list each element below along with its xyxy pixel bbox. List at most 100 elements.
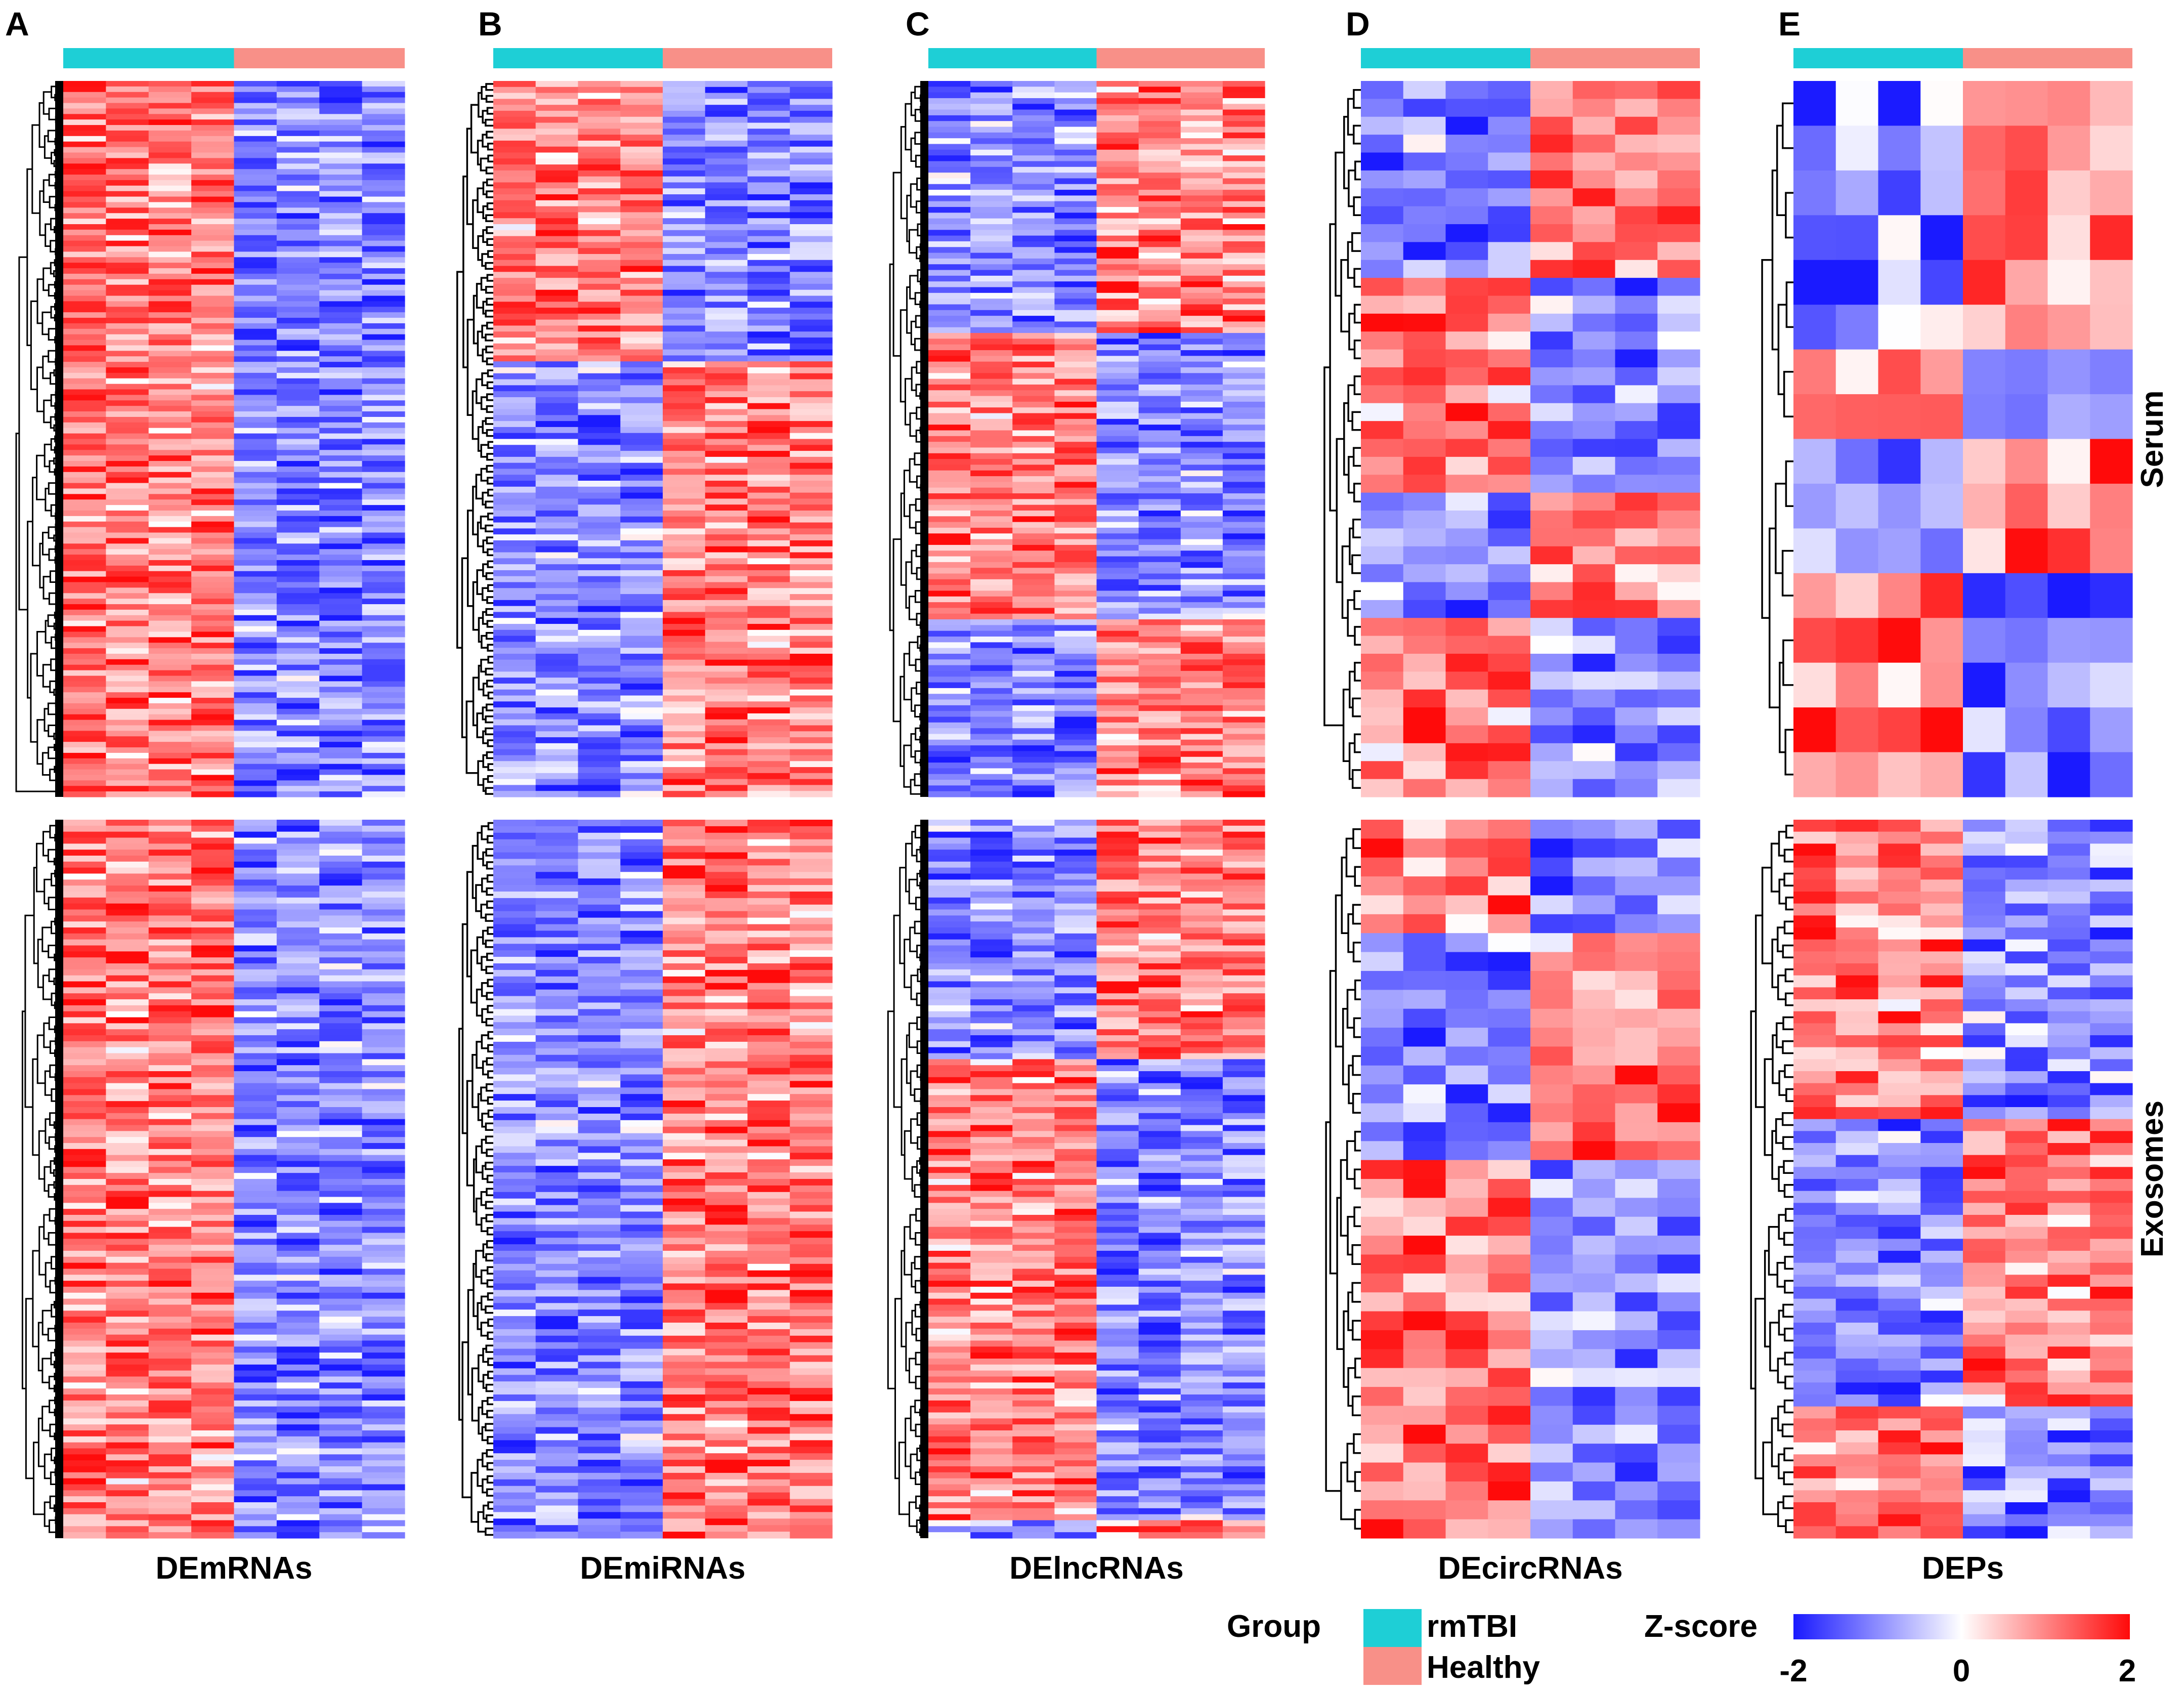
heatmap-cell bbox=[191, 86, 235, 93]
heatmap-cell bbox=[1054, 648, 1097, 654]
heatmap-cell bbox=[106, 780, 149, 786]
heatmap-cell bbox=[1180, 144, 1223, 150]
heatmap-cell bbox=[63, 987, 106, 994]
heatmap-cell bbox=[970, 195, 1013, 202]
heatmap-cell bbox=[63, 356, 106, 362]
heatmap-cell bbox=[1012, 350, 1055, 356]
heatmap-cell bbox=[1180, 109, 1223, 116]
heatmap-cell bbox=[106, 1089, 149, 1095]
heatmap-cell bbox=[535, 1290, 579, 1297]
heatmap-cell bbox=[148, 1209, 192, 1215]
heatmap-cell bbox=[663, 558, 706, 565]
heatmap-cell bbox=[106, 933, 149, 940]
heatmap-cell bbox=[191, 698, 235, 704]
heatmap-cell bbox=[1138, 138, 1181, 145]
heatmap-cell bbox=[1012, 138, 1055, 145]
heatmap-cell bbox=[747, 391, 790, 398]
heatmap-cell bbox=[148, 825, 192, 832]
heatmap-cell bbox=[191, 620, 235, 627]
heatmap-cell bbox=[1054, 722, 1097, 729]
heatmap-cell bbox=[663, 361, 706, 368]
heatmap-cell bbox=[276, 703, 320, 709]
heatmap-cell bbox=[620, 481, 663, 487]
heatmap-cell bbox=[191, 1448, 235, 1455]
heatmap-cell bbox=[493, 779, 536, 786]
heatmap-cell bbox=[747, 725, 790, 732]
heatmap-cell bbox=[148, 903, 192, 910]
heatmap-cell bbox=[276, 909, 320, 916]
heatmap-cell bbox=[276, 477, 320, 484]
heatmap-cell bbox=[663, 1362, 706, 1369]
heatmap-cell bbox=[493, 820, 536, 827]
heatmap-cell bbox=[970, 218, 1013, 225]
heatmap-cell bbox=[63, 141, 106, 148]
heatmap-cell bbox=[493, 534, 536, 541]
heatmap-cell bbox=[362, 1113, 405, 1120]
heatmap-cell bbox=[63, 455, 106, 461]
heatmap-cell bbox=[191, 637, 235, 643]
heatmap-cell bbox=[928, 544, 971, 551]
heatmap-cell bbox=[747, 1126, 790, 1134]
heatmap-cell bbox=[747, 164, 790, 171]
heatmap-cell bbox=[63, 1071, 106, 1078]
heatmap-cell bbox=[319, 1484, 363, 1491]
heatmap-cell bbox=[276, 736, 320, 742]
heatmap-cell bbox=[362, 1053, 405, 1060]
heatmap-cell bbox=[1222, 384, 1265, 391]
heatmap-cell bbox=[663, 116, 706, 123]
heatmap-cell bbox=[276, 643, 320, 649]
heatmap-cell bbox=[362, 593, 405, 599]
heatmap-cell bbox=[1012, 843, 1055, 850]
heatmap-cell bbox=[578, 1525, 621, 1532]
heatmap-cell bbox=[234, 1436, 277, 1443]
heatmap-cell bbox=[63, 1418, 106, 1425]
heatmap-cell bbox=[63, 599, 106, 605]
heatmap-cell bbox=[276, 1496, 320, 1503]
heatmap-cell bbox=[705, 944, 748, 951]
heatmap-cell bbox=[928, 619, 971, 625]
heatmap-cell bbox=[705, 1022, 748, 1029]
heatmap-cell bbox=[191, 1197, 235, 1203]
heatmap-cell bbox=[535, 963, 579, 970]
heatmap-cell bbox=[191, 780, 235, 786]
heatmap-cell bbox=[276, 837, 320, 844]
heatmap-cell bbox=[928, 705, 971, 711]
heatmap-cell bbox=[747, 1394, 790, 1402]
heatmap-cell bbox=[106, 764, 149, 770]
heatmap-cell bbox=[1054, 258, 1097, 265]
heatmap-cell bbox=[276, 263, 320, 269]
heatmap-cell bbox=[970, 867, 1013, 874]
heatmap-cell bbox=[362, 86, 405, 93]
heatmap-cell bbox=[790, 140, 833, 147]
heatmap-cell bbox=[1012, 425, 1055, 431]
heatmap-cell bbox=[1222, 711, 1265, 717]
heatmap-cell bbox=[1012, 527, 1055, 534]
heatmap-cell bbox=[1180, 213, 1223, 219]
heatmap-cell bbox=[970, 642, 1013, 649]
heatmap-cell bbox=[1138, 785, 1181, 792]
heatmap-cell bbox=[970, 378, 1013, 385]
heatmap-cell bbox=[191, 1298, 235, 1305]
heatmap-cell bbox=[493, 439, 536, 445]
heatmap-cell bbox=[535, 1166, 579, 1173]
heatmap-cell bbox=[148, 505, 192, 511]
heatmap-cell bbox=[1138, 470, 1181, 477]
heatmap-cell bbox=[1138, 121, 1181, 128]
heatmap-cell bbox=[276, 147, 320, 153]
heatmap-cell bbox=[362, 775, 405, 781]
heatmap-cell bbox=[1054, 270, 1097, 276]
heatmap-cell bbox=[620, 552, 663, 559]
heatmap-cell bbox=[663, 295, 706, 302]
heatmap-cell bbox=[319, 555, 363, 561]
heatmap-cell bbox=[319, 1245, 363, 1251]
heatmap-cell bbox=[1054, 763, 1097, 769]
heatmap-cell bbox=[790, 319, 833, 326]
heatmap-cell bbox=[319, 372, 363, 379]
heatmap-cell bbox=[63, 163, 106, 170]
heatmap-cell bbox=[276, 1262, 320, 1270]
heatmap-cell bbox=[1222, 207, 1265, 213]
heatmap-cell bbox=[493, 93, 536, 99]
heatmap-cell bbox=[276, 295, 320, 302]
heatmap-cell bbox=[148, 235, 192, 241]
heatmap-cell bbox=[319, 692, 363, 698]
